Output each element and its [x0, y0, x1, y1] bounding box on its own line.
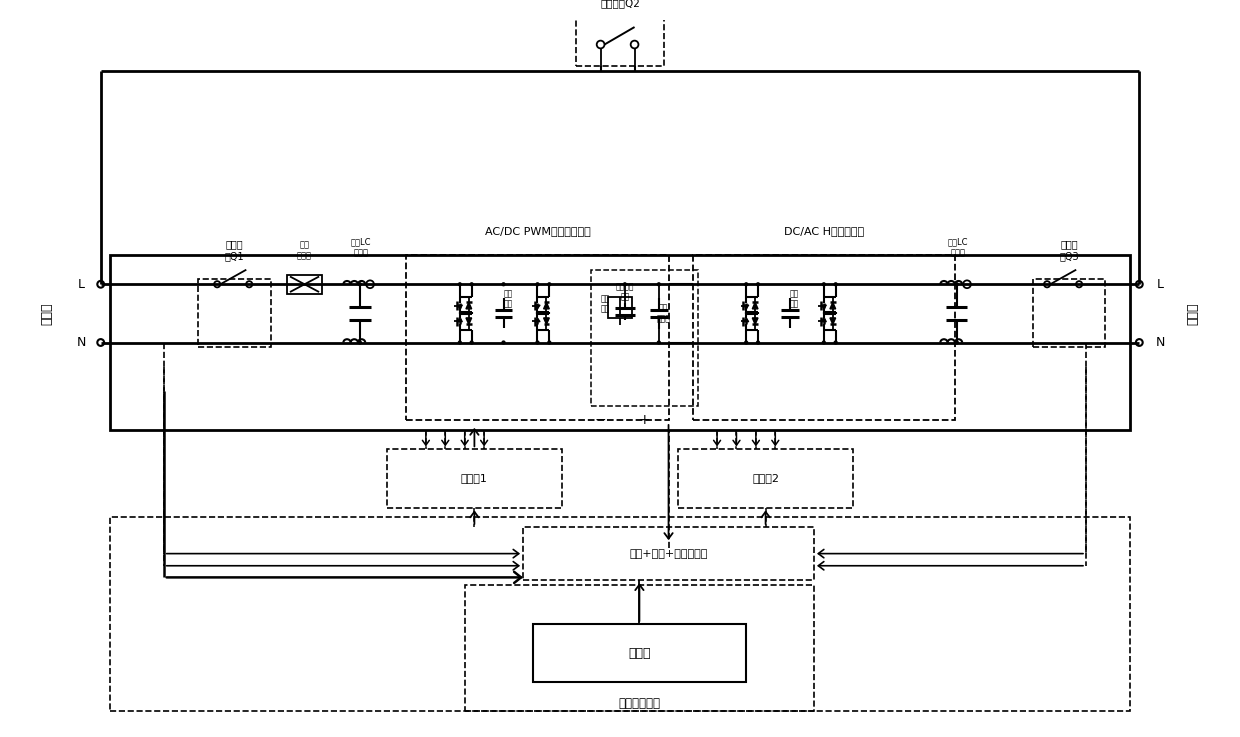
- Circle shape: [536, 340, 539, 345]
- Text: L: L: [78, 278, 84, 291]
- Circle shape: [470, 282, 474, 287]
- Polygon shape: [744, 318, 749, 321]
- Bar: [523, 527, 815, 580]
- Text: 控制器: 控制器: [629, 646, 651, 660]
- Bar: [387, 450, 562, 508]
- Text: 吸收
电容: 吸收 电容: [503, 289, 513, 309]
- Circle shape: [833, 282, 838, 287]
- Circle shape: [458, 340, 463, 345]
- Text: 输入LC
滤波器: 输入LC 滤波器: [351, 237, 371, 257]
- Text: 控制开
关Q3: 控制开 关Q3: [1059, 240, 1079, 261]
- Text: 输出LC
滤波器: 输出LC 滤波器: [947, 237, 968, 257]
- Polygon shape: [466, 318, 471, 324]
- Text: N: N: [77, 336, 86, 349]
- Circle shape: [357, 340, 362, 345]
- Bar: [591, 270, 698, 405]
- Bar: [678, 450, 853, 508]
- Bar: [609, 297, 631, 318]
- Polygon shape: [543, 318, 549, 324]
- Text: L: L: [1157, 278, 1164, 291]
- Circle shape: [833, 340, 838, 345]
- Polygon shape: [458, 318, 463, 321]
- Bar: [407, 255, 668, 420]
- Bar: [110, 255, 1130, 430]
- Circle shape: [955, 340, 959, 345]
- Circle shape: [470, 340, 474, 345]
- Text: 驱动板2: 驱动板2: [753, 473, 779, 483]
- Polygon shape: [830, 302, 836, 309]
- Polygon shape: [821, 318, 826, 321]
- Text: 控制开
关Q1: 控制开 关Q1: [224, 240, 244, 261]
- Polygon shape: [753, 302, 758, 309]
- Bar: [110, 517, 1130, 711]
- Polygon shape: [821, 305, 826, 309]
- Text: 中央控制单元: 中央控制单元: [619, 697, 661, 710]
- Text: 直流母线
电容: 直流母线 电容: [615, 282, 634, 301]
- Polygon shape: [543, 302, 549, 309]
- Bar: [465, 585, 815, 711]
- Polygon shape: [534, 305, 541, 309]
- Text: AC/DC PWM双向整流单元: AC/DC PWM双向整流单元: [485, 226, 590, 236]
- Circle shape: [547, 282, 552, 287]
- Polygon shape: [458, 305, 463, 309]
- Bar: [288, 275, 322, 294]
- Bar: [577, 13, 663, 66]
- Text: 输入侧: 输入侧: [41, 302, 53, 324]
- Text: 驱动板1: 驱动板1: [461, 473, 487, 483]
- Polygon shape: [830, 318, 836, 324]
- Text: N: N: [1156, 336, 1166, 349]
- Circle shape: [357, 282, 362, 287]
- Circle shape: [756, 282, 760, 287]
- Circle shape: [501, 282, 506, 287]
- Polygon shape: [744, 305, 749, 309]
- Circle shape: [744, 282, 748, 287]
- Polygon shape: [753, 318, 758, 324]
- Bar: [533, 624, 746, 682]
- Circle shape: [744, 340, 748, 345]
- Circle shape: [458, 282, 463, 287]
- Circle shape: [501, 340, 506, 345]
- Text: 吸收
电容: 吸收 电容: [790, 289, 800, 309]
- Circle shape: [955, 282, 959, 287]
- Circle shape: [657, 282, 661, 287]
- Polygon shape: [534, 318, 541, 321]
- Text: +: +: [639, 413, 650, 427]
- Circle shape: [536, 282, 539, 287]
- Circle shape: [622, 282, 627, 287]
- Text: 控制开关Q2: 控制开关Q2: [600, 0, 640, 8]
- Circle shape: [822, 282, 826, 287]
- Circle shape: [547, 340, 552, 345]
- Text: DC/AC H桥逆变单元: DC/AC H桥逆变单元: [784, 226, 864, 236]
- Text: 放电
电阻: 放电 电阻: [601, 294, 610, 313]
- Circle shape: [657, 340, 661, 345]
- Polygon shape: [466, 302, 471, 309]
- Text: −: −: [595, 413, 606, 427]
- Text: 电源+采样+信号转换板: 电源+采样+信号转换板: [630, 548, 708, 559]
- Circle shape: [756, 340, 760, 345]
- Circle shape: [822, 340, 826, 345]
- Bar: [693, 255, 955, 420]
- Text: 输入
熔断器: 输入 熔断器: [298, 240, 312, 260]
- Bar: [1033, 279, 1105, 347]
- Bar: [197, 279, 270, 347]
- Text: 直流
电容器: 直流 电容器: [657, 304, 671, 323]
- Text: 输出侧: 输出侧: [1187, 302, 1199, 324]
